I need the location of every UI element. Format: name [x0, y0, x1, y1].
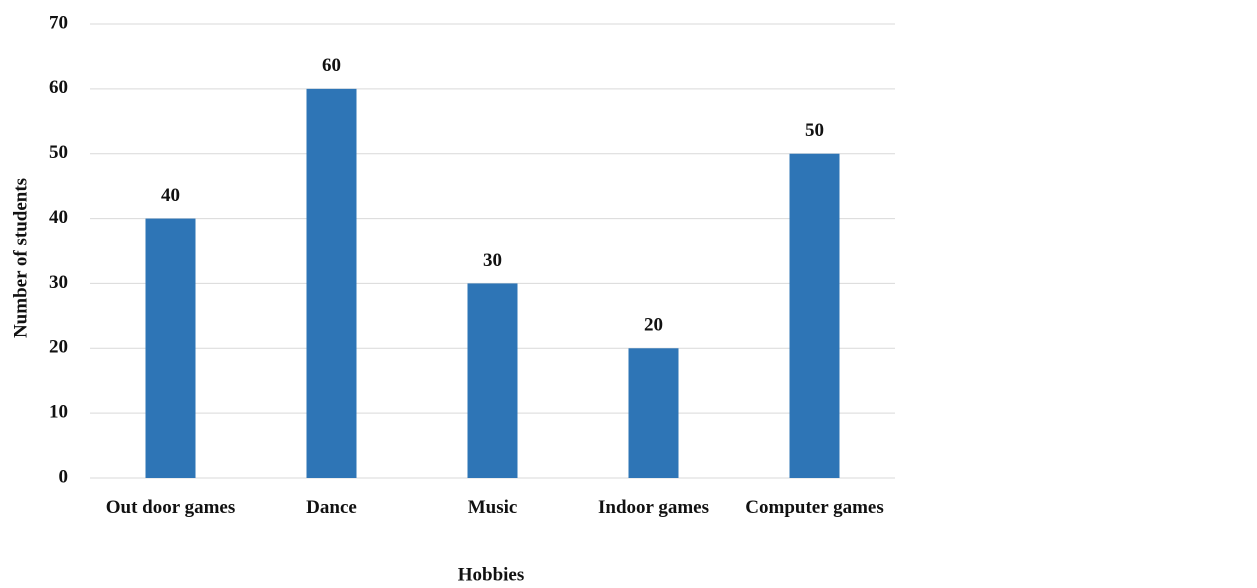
y-tick-label: 70 — [49, 12, 68, 33]
value-label: 20 — [644, 315, 663, 336]
y-tick-label: 20 — [49, 337, 68, 358]
y-tick-label: 50 — [49, 142, 68, 163]
bar — [306, 88, 357, 478]
y-tick-label: 30 — [49, 272, 68, 293]
y-axis-title: Number of students — [10, 178, 31, 338]
y-tick-label: 10 — [49, 402, 68, 423]
bar — [145, 218, 196, 479]
bar — [467, 283, 518, 478]
bar — [789, 153, 840, 478]
value-label: 30 — [483, 250, 502, 271]
x-tick-label: Dance — [306, 497, 357, 518]
y-tick-label: 40 — [49, 207, 68, 228]
value-label: 60 — [322, 55, 341, 76]
x-tick-label: Computer games — [745, 497, 884, 518]
y-tick-label: 0 — [59, 466, 69, 487]
x-tick-label: Indoor games — [597, 497, 710, 518]
bar — [628, 348, 679, 478]
x-tick-label: Out door games — [105, 497, 236, 518]
value-label: 40 — [161, 185, 180, 206]
x-axis-title: Hobbies — [458, 564, 525, 585]
y-tick-label: 60 — [49, 77, 68, 98]
x-tick-label: Music — [467, 497, 518, 518]
value-label: 50 — [805, 120, 824, 141]
